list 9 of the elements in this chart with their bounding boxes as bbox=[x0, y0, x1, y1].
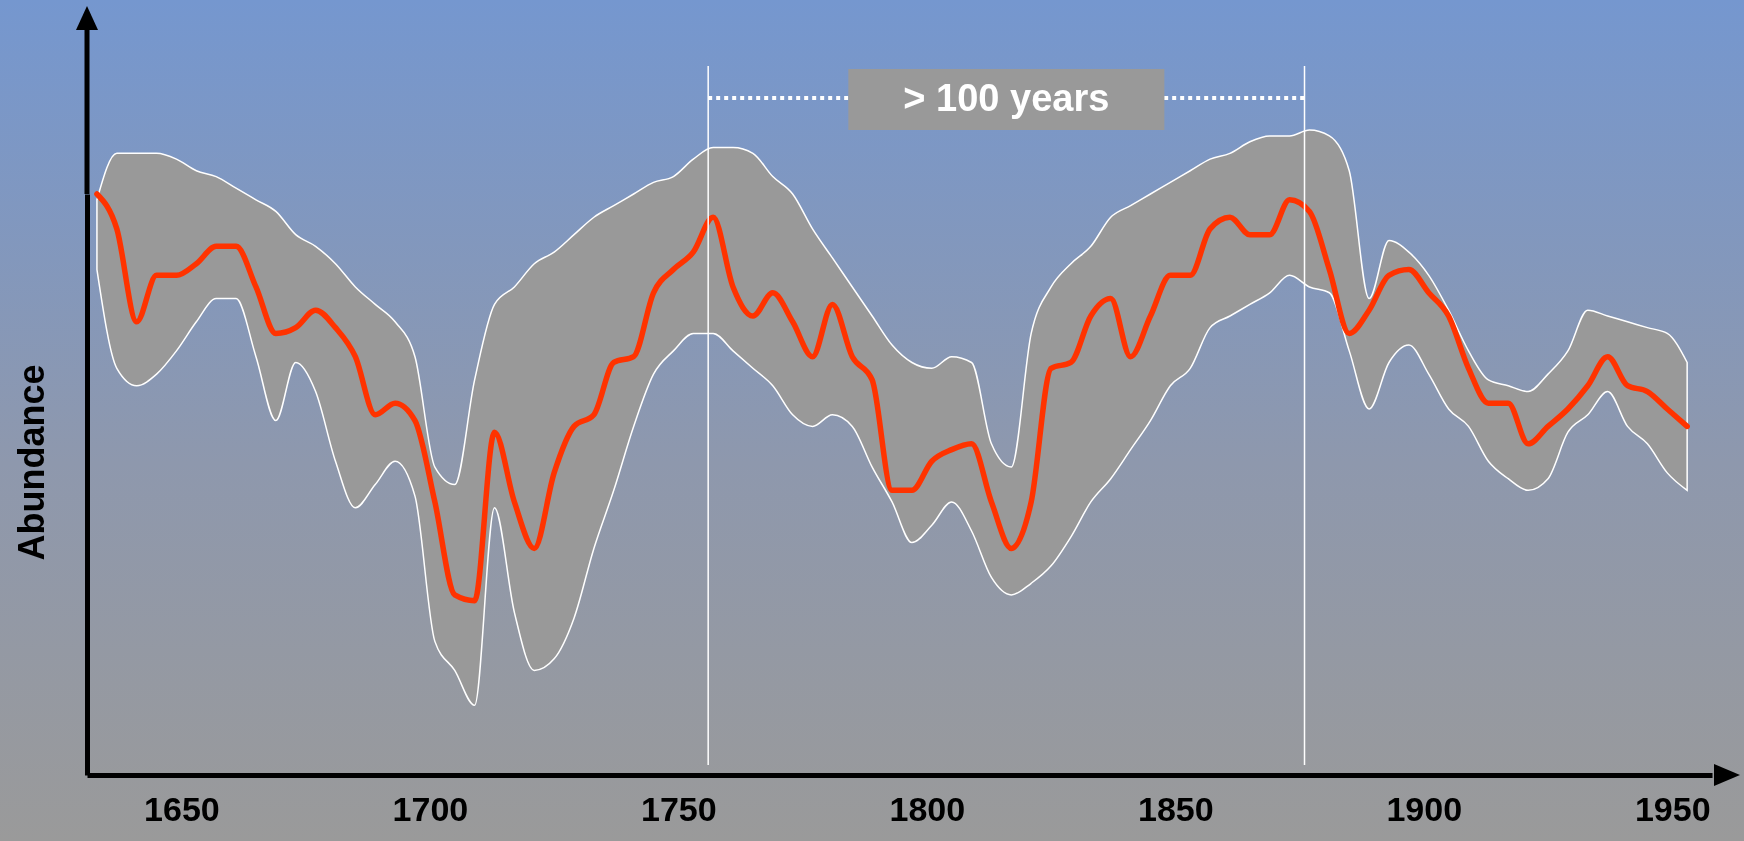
x-tick-label: 1950 bbox=[1634, 790, 1711, 829]
x-tick-label: 1850 bbox=[1137, 790, 1214, 829]
y-axis-title: Abundance bbox=[11, 364, 52, 561]
text: > 100 years bbox=[903, 77, 1110, 119]
x-tick-label: 1700 bbox=[392, 790, 469, 829]
x-tick-label: 1900 bbox=[1386, 790, 1463, 829]
x-tick-label: 1650 bbox=[144, 790, 220, 829]
x-tick-label: 1750 bbox=[641, 790, 717, 829]
x-tick-label: 1800 bbox=[889, 790, 966, 829]
